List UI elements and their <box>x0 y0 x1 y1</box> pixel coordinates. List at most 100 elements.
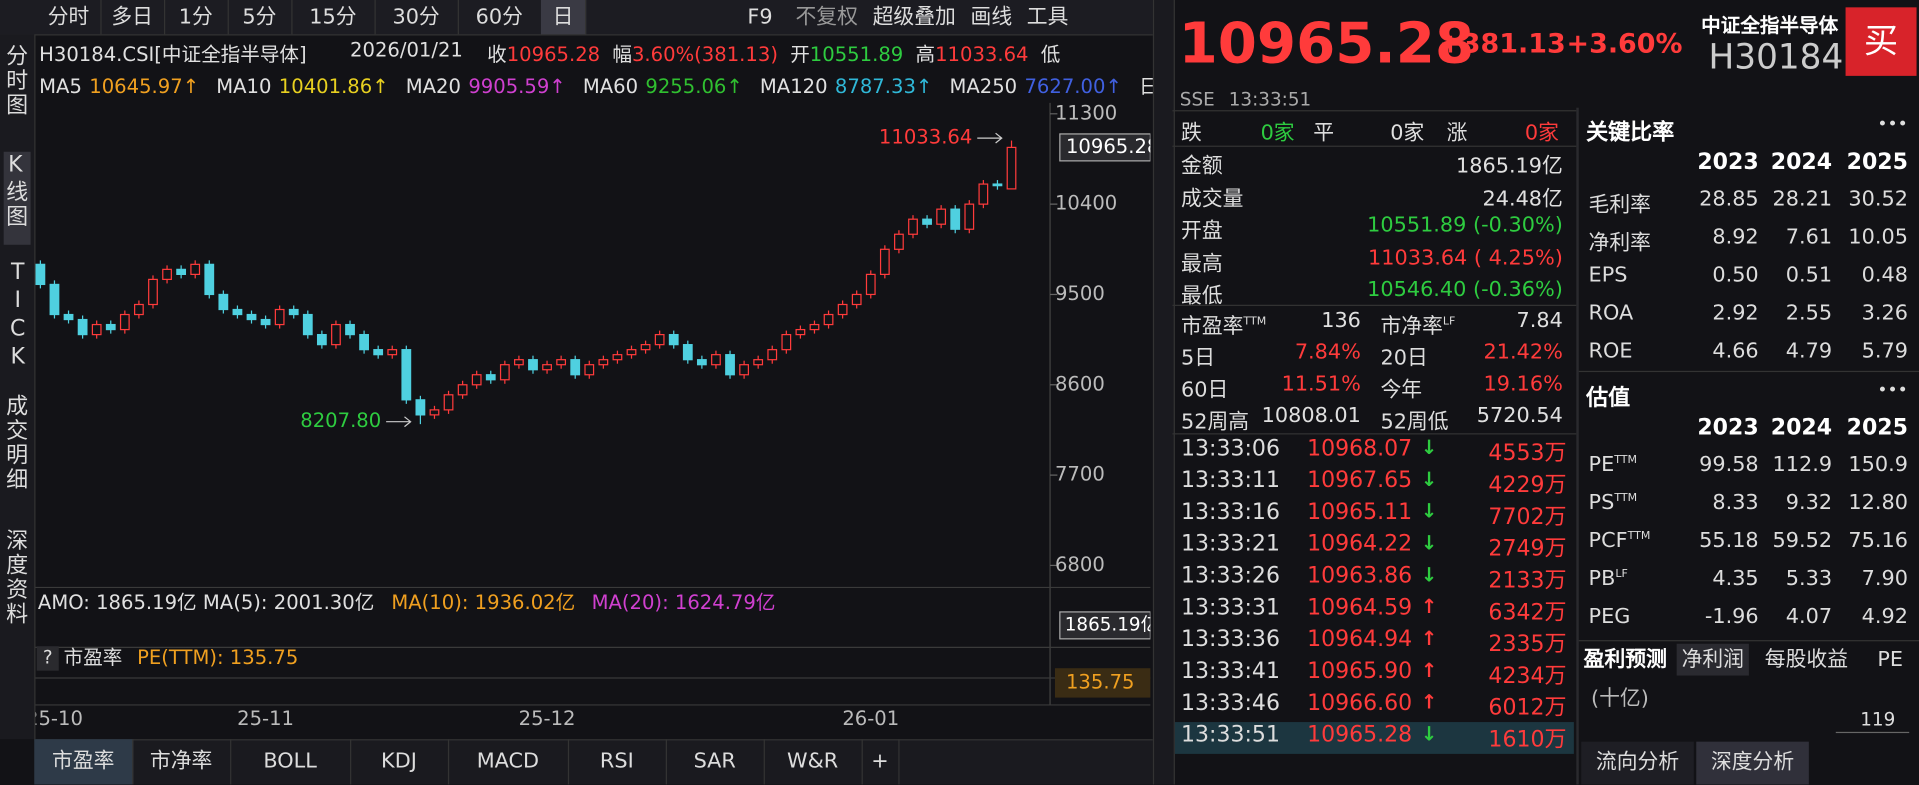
row-label-sup: LF <box>1615 568 1628 581</box>
info-label: 开 <box>790 42 810 67</box>
ma-value: 10645.97↑ <box>89 74 200 98</box>
tick-time: 13:33:46 <box>1181 690 1280 716</box>
candle-body <box>1006 146 1017 190</box>
toolbar-tab[interactable]: 1分 <box>164 0 229 35</box>
stat-value: 7.84% <box>1294 340 1361 365</box>
side-tab[interactable]: K线图 <box>2 151 31 245</box>
row-value: 150.9 <box>1848 452 1908 478</box>
change: +381.13 <box>1439 29 1566 60</box>
toolbar-tab[interactable]: 多日 <box>100 0 166 35</box>
side-tab[interactable]: TICK <box>4 259 31 373</box>
buy-button[interactable]: 买 <box>1845 7 1917 76</box>
toolbar-button[interactable]: 工具 <box>1026 4 1069 30</box>
tick-volume: 2335万 <box>1488 631 1567 658</box>
separator <box>1578 640 1919 642</box>
exchange: SSE <box>1179 88 1215 111</box>
y-tick-label: 9500 <box>1055 282 1105 305</box>
indicator-tab[interactable]: KDJ <box>350 739 450 785</box>
side-tab[interactable]: 分时图 <box>2 44 29 118</box>
tick-price: 10968.07 <box>1307 435 1413 462</box>
toolbar-button[interactable]: 不复权 <box>795 4 858 30</box>
bottom-tab[interactable]: 流向分析 <box>1581 741 1694 785</box>
row-label-text: ROE <box>1588 339 1633 364</box>
row-value: 4.35 <box>1712 566 1759 592</box>
candle-body <box>696 359 707 366</box>
bottom-tab[interactable]: 深度分析 <box>1696 741 1809 785</box>
candle-body <box>162 268 172 281</box>
indicator-tab[interactable]: MACD <box>448 739 570 785</box>
candle-body <box>528 359 538 371</box>
indicator-tab[interactable]: + <box>862 739 900 785</box>
toolbar-tab[interactable]: 15分 <box>291 0 376 35</box>
candle-body <box>640 344 651 351</box>
tick-price: 10964.94 <box>1307 626 1413 653</box>
breadth-label: 跌 <box>1181 121 1202 146</box>
toolbar-tab[interactable]: 60分 <box>458 0 543 35</box>
toolbar-tab[interactable]: 30分 <box>374 0 459 35</box>
candle-body <box>401 349 412 401</box>
more-button[interactable]: ••• <box>1877 115 1908 135</box>
candle-body <box>584 364 595 376</box>
toolbar-button[interactable]: F9 <box>747 4 773 30</box>
tick-price: 10965.11 <box>1307 499 1413 526</box>
candle-body <box>711 354 721 366</box>
candle-body <box>556 359 567 366</box>
tick-price: 10964.22 <box>1307 531 1413 557</box>
forecast-tab[interactable]: 净利润 <box>1676 643 1749 676</box>
indicator-tab[interactable]: BOLL <box>230 739 352 785</box>
separator <box>1172 145 1577 147</box>
toolbar-button[interactable]: 超级叠加 <box>872 4 956 30</box>
quote-value: 24.48亿 <box>1482 186 1563 212</box>
stat-label: 52周高 <box>1181 404 1249 434</box>
quote-value: 10546.40 (-0.36%) <box>1367 277 1563 303</box>
indicator-tab[interactable]: W&R <box>764 739 863 785</box>
stat-label: 5日 <box>1181 340 1215 370</box>
forecast-tab[interactable]: PE <box>1877 647 1904 672</box>
candle-body <box>612 354 623 361</box>
indicator-tab[interactable]: RSI <box>568 739 667 785</box>
index-name: 中证全指半导体 <box>1701 13 1839 37</box>
tick-arrow: ↑ <box>1420 658 1438 682</box>
toolbar-button[interactable]: 画线 <box>970 4 1013 30</box>
row-label: PETTM <box>1589 453 1637 477</box>
ma-label: MA250 <box>949 74 1018 98</box>
stat-label: 今年 <box>1381 372 1423 402</box>
candle-body <box>936 208 947 225</box>
ma-value: 7627.00↑ <box>1024 74 1122 98</box>
quote-label: 金额 <box>1181 154 1223 179</box>
candle-body <box>781 333 792 351</box>
info-value: 3.60%(381.13) <box>631 42 778 67</box>
forecast-tab[interactable]: 每股收益 <box>1764 647 1849 672</box>
stat-value: 21.42% <box>1483 340 1563 365</box>
tick-arrow: ↓ <box>1420 722 1438 746</box>
candle-body <box>457 384 468 396</box>
quote-value: 1865.19亿 <box>1455 154 1563 179</box>
separator <box>1172 304 1577 306</box>
candle-body <box>654 333 665 346</box>
indicator-tab[interactable]: 市盈率 <box>34 739 134 785</box>
more-button[interactable]: ••• <box>1877 380 1908 401</box>
stat-label-text: 52周低 <box>1380 409 1449 435</box>
indicator-tab[interactable]: 市净率 <box>132 739 232 785</box>
toolbar-tab[interactable]: 分时 <box>37 0 102 35</box>
side-tab[interactable]: 成交明细 <box>2 394 29 492</box>
row-value: 75.16 <box>1848 528 1908 554</box>
indicator-tab[interactable]: SAR <box>666 739 765 785</box>
tick-volume: 6342万 <box>1488 599 1567 626</box>
row-label-sup: TTM <box>1614 492 1638 505</box>
candle-body <box>485 374 496 381</box>
candle-body <box>908 218 918 235</box>
row-value: 10.05 <box>1848 225 1908 250</box>
stat-label-sup: LF <box>1442 316 1456 329</box>
row-value: 3.26 <box>1861 301 1908 326</box>
toolbar-tab[interactable]: 5分 <box>228 0 293 35</box>
row-label-text: EPS <box>1588 263 1628 288</box>
candle-body <box>851 293 862 306</box>
stat-value: 11.51% <box>1281 372 1361 397</box>
side-tab[interactable]: 深度资料 <box>2 528 29 627</box>
toolbar-tab[interactable]: 日 <box>540 0 587 35</box>
forecast-tab[interactable]: 盈利预测 <box>1583 647 1667 672</box>
candle-body <box>105 323 116 331</box>
candle-body <box>598 359 609 366</box>
